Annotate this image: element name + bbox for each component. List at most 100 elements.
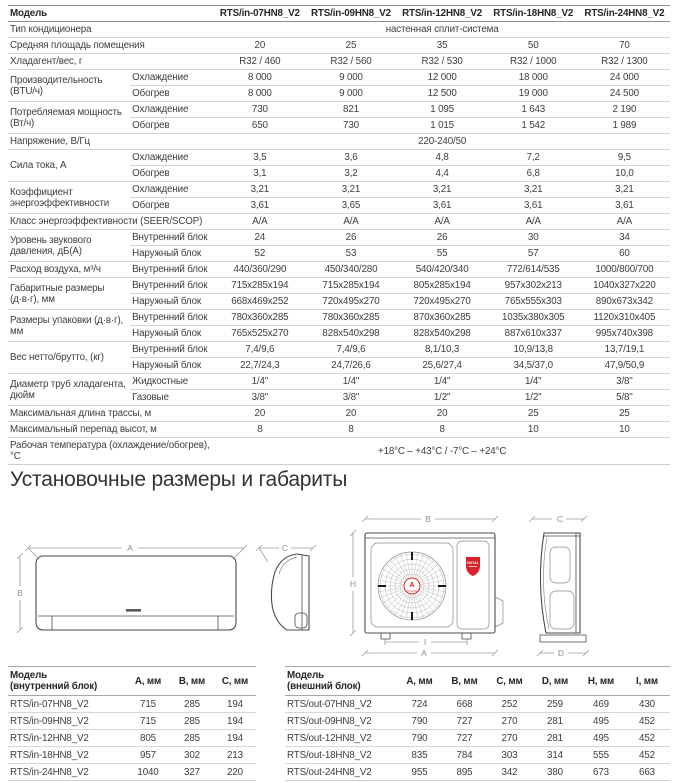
dim-column-header: B, мм xyxy=(170,666,214,696)
outdoor-dimensions-table: Модель (внешний блок) A, мм B, мм C, мм D, м… xyxy=(285,666,670,781)
spec-row: Наружный блок 668x469x252 720x495x270 720x4… xyxy=(8,293,670,310)
spec-value: 887x610x337 xyxy=(487,325,579,342)
dim-value-cell: 452 xyxy=(624,712,670,730)
dim-header-row: Модель (внутренний блок) A, мм B, мм C, мм xyxy=(8,666,256,696)
spec-sub-label: Наружный блок xyxy=(130,293,215,310)
spec-row: Уровень звукового давления, дБ(А) Внутрен… xyxy=(8,229,670,262)
indoor-side-outlet xyxy=(294,612,308,629)
spec-value: 3,61 xyxy=(396,197,488,214)
indoor-dimensions-table: Модель (внутренний блок) A, мм B, мм C, мм R… xyxy=(8,666,256,781)
dim-model-cell: RTS/in-18HN8_V2 xyxy=(8,746,126,764)
spec-value: 6,8 xyxy=(487,165,579,182)
spec-row-label: Тип кондиционера xyxy=(8,21,215,38)
spec-model-header: RTS/in-07HN8_V2 xyxy=(214,5,306,22)
spec-row: Напряжение, В/Гц 220-240/50 xyxy=(8,133,670,150)
spec-sub-label: Наружный блок xyxy=(130,325,215,342)
outdoor-inner-dim-label: I xyxy=(424,637,426,647)
spec-value: R32 / 1000 xyxy=(487,53,579,70)
dim-header-row: Модель (внешний блок) A, мм B, мм C, мм D, м… xyxy=(285,666,670,696)
spec-value: 995x740x398 xyxy=(578,325,670,342)
spec-span-value: +18°C – +43°C / -7°C – +24°C xyxy=(214,437,670,465)
indoor-width-dim-label: A xyxy=(127,543,133,553)
outdoor-side-panel xyxy=(456,540,490,630)
dim-value-cell: 285 xyxy=(170,729,214,747)
dim-column-header: D, мм xyxy=(532,666,578,696)
spec-value: 20 xyxy=(305,405,397,422)
dim-column-header: A, мм xyxy=(126,666,170,696)
outdoor-bottom-dim-label: A xyxy=(421,648,427,658)
spec-value: 13,7/19,1 xyxy=(578,341,670,358)
dim-value-cell: 285 xyxy=(170,712,214,730)
spec-row: Размеры упаковки (д·в·г), мм Внутренний б… xyxy=(8,309,670,342)
spec-value: 772/614/535 xyxy=(487,261,579,278)
dim-model-cell: RTS/in-12HN8_V2 xyxy=(8,729,126,747)
spec-row: Сила тока, А Охлаждение 3,5 3,6 4,8 7,2 9,5 xyxy=(8,149,670,182)
spec-sub-label: Охлаждение xyxy=(130,181,215,198)
spec-value: R32 / 560 xyxy=(305,53,397,70)
spec-sub-label: Внутренний блок xyxy=(130,277,215,294)
dim-value-cell: 259 xyxy=(532,695,578,713)
dim-model-cell: RTS/out-18HN8_V2 xyxy=(285,746,397,764)
spec-value: 8 000 xyxy=(214,69,306,86)
spec-row: Наружный блок 22,7/24,3 24,7/26,6 25,6/27,4… xyxy=(8,357,670,374)
spec-row-label: Максимальная длина трассы, м xyxy=(8,405,215,422)
dim-row: RTS/out-24HN8_V2 955 895 342 380 673 663 xyxy=(285,763,670,781)
dim-column-header: C, мм xyxy=(487,666,532,696)
spec-row-label: Рабочая температура (охлаждение/обогрев)… xyxy=(8,437,215,465)
spec-model-header: RTS/in-09HN8_V2 xyxy=(305,5,397,22)
spec-value: 1035x380x305 xyxy=(487,309,579,326)
spec-row: Габаритные размеры (д·в·г), мм Внутренний… xyxy=(8,277,670,310)
dim-value-cell: 715 xyxy=(126,695,170,713)
spec-value: 10,0 xyxy=(578,165,670,182)
indoor-depth-dim-label: C xyxy=(282,543,288,553)
spec-value: 22,7/24,3 xyxy=(214,357,306,374)
dim-value-cell: 727 xyxy=(442,712,487,730)
spec-value: 25 xyxy=(305,37,397,54)
spec-row: Коэффициент энергоэффективности Охлаждени… xyxy=(8,181,670,214)
brand-logo-text: ROYAL xyxy=(467,561,479,565)
spec-value: 1/4" xyxy=(396,373,488,390)
spec-row: Класс энергоэффективности (SEER/SCOP) A/A… xyxy=(8,213,670,230)
spec-value: 12 000 xyxy=(396,69,488,86)
spec-value: 3/8" xyxy=(305,389,397,406)
spec-value: 765x525x270 xyxy=(214,325,306,342)
spec-value: A/A xyxy=(578,213,670,230)
spec-value: 7,4/9,6 xyxy=(214,341,306,358)
spec-model-header: RTS/in-18HN8_V2 xyxy=(487,5,579,22)
spec-row: Обогрев 3,1 3,2 4,4 6,8 10,0 xyxy=(8,165,670,182)
spec-row: Максимальная длина трассы, м 20 20 20 25 25 xyxy=(8,405,670,422)
spec-value: 1/2" xyxy=(396,389,488,406)
spec-value: 24 000 xyxy=(578,69,670,86)
spec-row: Вес нетто/брутто, (кг) Внутренний блок 7,4… xyxy=(8,341,670,374)
dim-value-cell: 452 xyxy=(624,729,670,747)
outdoor-front-dimension-lines xyxy=(349,515,499,657)
spec-row-label: Производительность (BTU/ч) xyxy=(8,69,131,102)
spec-row-label: Средняя площадь помещения xyxy=(8,37,215,54)
dim-row: RTS/in-18HN8_V2 957 302 213 xyxy=(8,746,256,764)
spec-value: 828x540x298 xyxy=(305,325,397,342)
dim-value-cell: 302 xyxy=(170,746,214,764)
spec-value: 57 xyxy=(487,245,579,262)
dim-value-cell: 895 xyxy=(442,763,487,781)
spec-row: Рабочая температура (охлаждение/обогрев)… xyxy=(8,437,670,465)
dim-row: RTS/in-12HN8_V2 805 285 194 xyxy=(8,729,256,747)
dim-model-header: Модель (внешний блок) xyxy=(285,666,397,696)
outdoor-side-base xyxy=(539,634,587,643)
spec-row-label: Хладагент/вес, г xyxy=(8,53,215,70)
spec-row-label: Размеры упаковки (д·в·г), мм xyxy=(8,309,131,342)
spec-row: Средняя площадь помещения 20 25 35 50 70 xyxy=(8,37,670,54)
spec-sub-label: Обогрев xyxy=(130,85,215,102)
spec-row: Потребляемая мощность (Вт/ч) Охлаждение 73… xyxy=(8,101,670,134)
spec-value: 26 xyxy=(396,229,488,246)
dim-row: RTS/out-07HN8_V2 724 668 252 259 469 430 xyxy=(285,695,670,713)
spec-value: 50 xyxy=(487,37,579,54)
spec-value: 1120x310x405 xyxy=(578,309,670,326)
dim-model-header: Модель (внутренний блок) xyxy=(8,666,126,696)
spec-sub-label: Наружный блок xyxy=(130,357,215,374)
spec-value: 8,1/10,3 xyxy=(396,341,488,358)
spec-row-label: Вес нетто/брутто, (кг) xyxy=(8,341,131,374)
spec-value: 3,21 xyxy=(214,181,306,198)
spec-model-label: Модель xyxy=(8,5,215,22)
dim-value-cell: 430 xyxy=(624,695,670,713)
